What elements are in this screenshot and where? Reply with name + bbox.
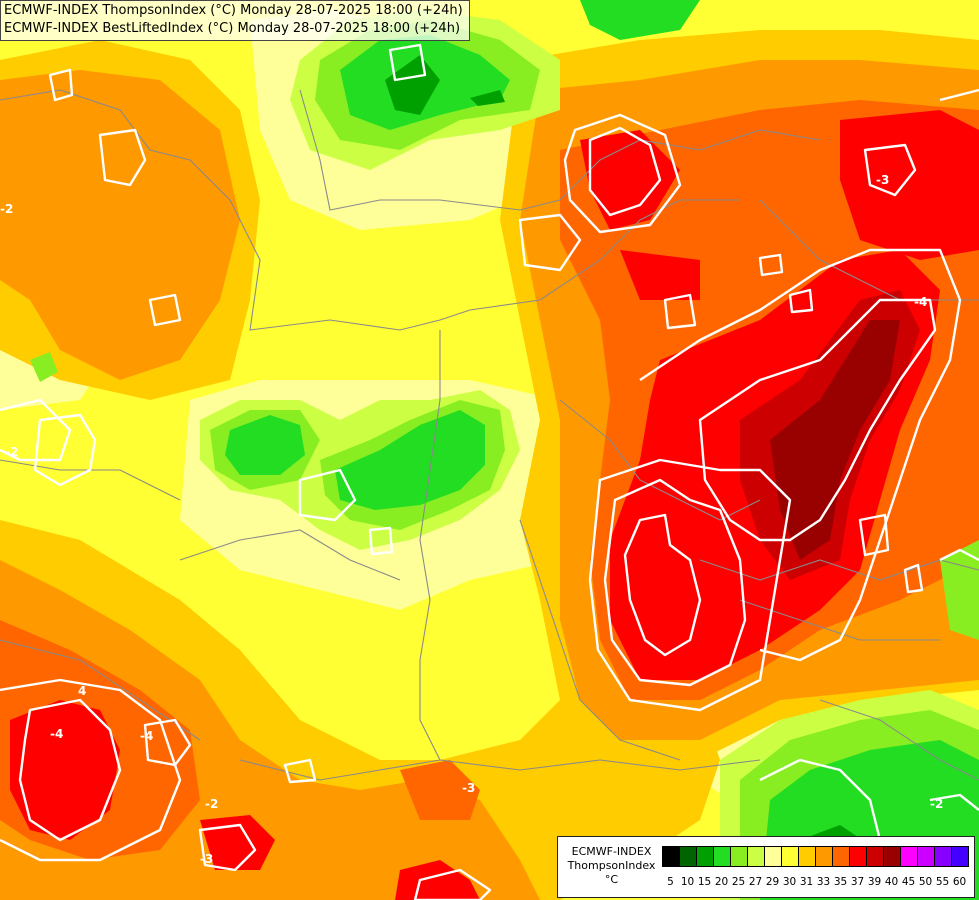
contour-label: -3 — [462, 781, 475, 795]
field-green — [470, 90, 505, 106]
legend-tick: 40 — [884, 876, 899, 888]
legend-swatch — [952, 847, 968, 866]
legend-tick: 30 — [782, 876, 797, 888]
field-green — [225, 415, 305, 475]
legend-tick: 35 — [833, 876, 848, 888]
legend-tick: 15 — [697, 876, 712, 888]
legend-tick: 60 — [952, 876, 967, 888]
field-red — [840, 110, 979, 260]
map-title-lifted: ECMWF-INDEX BestLiftedIndex (°C) Monday … — [4, 21, 461, 36]
legend-tick: 10 — [680, 876, 695, 888]
legend-swatch — [714, 847, 731, 866]
legend-swatch — [799, 847, 816, 866]
field-orange — [0, 70, 240, 380]
legend-tick: 33 — [816, 876, 831, 888]
legend-tick: 37 — [850, 876, 865, 888]
legend-tick: 29 — [765, 876, 780, 888]
contour-label: -2 — [205, 797, 218, 811]
field-dark-red — [770, 320, 900, 560]
field-green — [335, 410, 485, 510]
contour-label: -4 — [50, 727, 63, 741]
contour-label: 4 — [78, 684, 86, 698]
lifted-index-contours — [0, 43, 979, 900]
contour-label: -2 — [930, 797, 943, 811]
contour-label: -2 — [0, 202, 13, 216]
field-green — [940, 540, 979, 640]
contour-label: -3 — [200, 852, 213, 866]
legend-swatch — [731, 847, 748, 866]
legend-swatch — [850, 847, 867, 866]
legend-tick: 5 — [667, 876, 674, 888]
map-title-box: ECMWF-INDEX ThompsonIndex (°C) Monday 28… — [0, 0, 470, 41]
legend-parameter: ThompsonIndex — [567, 859, 656, 872]
legend-name: ECMWF-INDEX ThompsonIndex °C — [564, 845, 659, 887]
legend-swatch — [663, 847, 680, 866]
map-title-thompson: ECMWF-INDEX ThompsonIndex (°C) Monday 28… — [4, 3, 463, 18]
contour-labels: -3 -2 -4 -4 4 -3 -2 -2 -3 -4 -2 — [0, 173, 943, 866]
legend-tick: 20 — [714, 876, 729, 888]
legend-swatch — [884, 847, 901, 866]
legend-tick: 45 — [901, 876, 916, 888]
contour-label: -2 — [5, 445, 18, 459]
legend-ticks: 5 10 15 20 25 27 29 30 31 33 35 37 39 40 45 50 55 60 — [662, 876, 968, 888]
legend-swatches — [662, 846, 969, 867]
contour-label: -4 — [914, 295, 927, 309]
field-green — [385, 55, 440, 115]
contour-label: -3 — [876, 173, 889, 187]
legend-swatch — [901, 847, 918, 866]
legend-swatch — [867, 847, 884, 866]
country-borders — [0, 89, 979, 781]
legend-tick: 39 — [867, 876, 882, 888]
color-legend: ECMWF-INDEX ThompsonIndex °C 5 10 15 20 25 27… — [557, 836, 975, 898]
legend-swatch — [816, 847, 833, 866]
field-green — [580, 0, 700, 40]
field-red — [395, 860, 480, 900]
field-red-orange — [400, 760, 480, 820]
legend-swatch — [782, 847, 799, 866]
field-red — [620, 250, 700, 300]
legend-swatch — [680, 847, 697, 866]
legend-model: ECMWF-INDEX — [571, 845, 652, 858]
field-green — [30, 352, 58, 382]
legend-swatch — [935, 847, 952, 866]
legend-tick: 55 — [935, 876, 950, 888]
contour-label: -4 — [140, 729, 153, 743]
legend-tick: 31 — [799, 876, 814, 888]
legend-swatch — [748, 847, 765, 866]
legend-swatch — [765, 847, 782, 866]
legend-tick: 50 — [918, 876, 933, 888]
legend-swatch — [697, 847, 714, 866]
legend-swatch — [918, 847, 935, 866]
field-red — [580, 130, 680, 230]
legend-swatch — [833, 847, 850, 866]
legend-tick: 27 — [748, 876, 763, 888]
field-red — [10, 700, 120, 840]
legend-tick: 25 — [731, 876, 746, 888]
legend-unit: °C — [604, 873, 619, 886]
